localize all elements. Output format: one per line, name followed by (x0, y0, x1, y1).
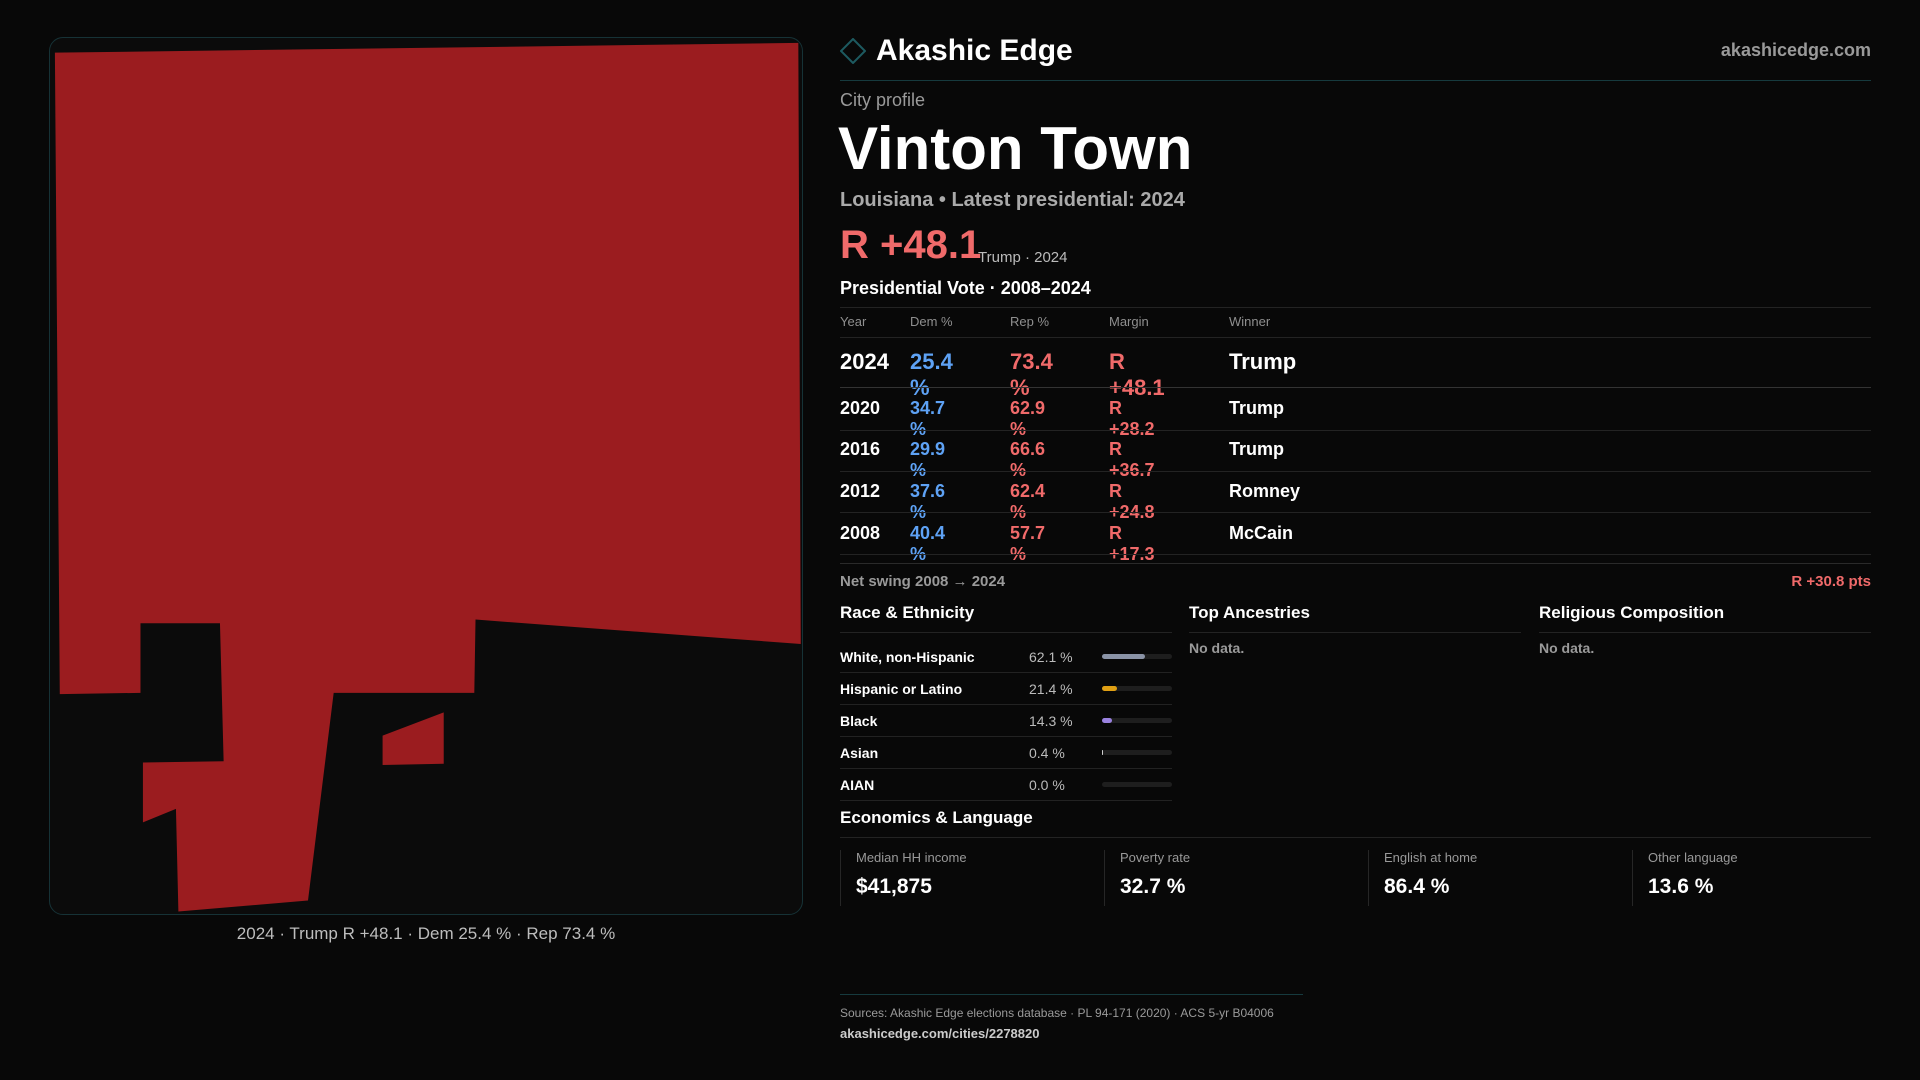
econ-title: Economics & Language (840, 808, 1033, 827)
city-boundary-map (54, 42, 801, 912)
page-title: Vinton Town (838, 115, 1193, 182)
race-row: AIAN 0.0 % (840, 769, 1172, 801)
winner: McCain (1229, 523, 1294, 543)
page-kicker: City profile (840, 90, 926, 110)
metric-poverty-rate: Poverty rate 32.7 % (1104, 850, 1190, 906)
map-caption: 2024 · Trump R +48.1 · Dem 25.4 % · Rep … (236, 924, 616, 943)
winner: Trump (1229, 398, 1285, 418)
winner: Romney (1229, 481, 1301, 501)
col-winner: Winner (1229, 314, 1271, 329)
rep-pct: 66.6 % (1010, 439, 1046, 480)
metric-english-at-home: English at home 86.4 % (1368, 850, 1477, 906)
winner: Trump (1229, 349, 1297, 374)
year: 2008 (840, 523, 881, 543)
dem-pct: 25.4 % (910, 349, 953, 400)
race-row: Black 14.3 % (840, 705, 1172, 737)
race-value: 0.4 % (1029, 745, 1065, 761)
latest-margin: R +48.1 (840, 223, 982, 267)
race-label: AIAN (840, 777, 875, 793)
margin: R +48.1 (1109, 349, 1165, 400)
ancestries-empty: No data. (1189, 640, 1245, 656)
year: 2012 (840, 481, 881, 501)
margin-note: Trump · 2024 (978, 249, 1068, 266)
net-swing-label: Net swing 2008 → 2024 (840, 573, 1006, 590)
metric-label: Other language (1648, 850, 1738, 865)
metric-label: Poverty rate (1120, 850, 1191, 865)
footer-sources: Sources: Akashic Edge elections database… (840, 1006, 1274, 1020)
net-swing-value: R +30.8 pts (1791, 573, 1871, 590)
metric-label: English at home (1384, 850, 1478, 865)
margin: R +17.3 (1109, 523, 1155, 564)
race-bar (1102, 782, 1172, 787)
rep-pct: 62.9 % (1010, 398, 1046, 439)
race-value: 0.0 % (1029, 777, 1065, 793)
race-bar-fill (1102, 686, 1117, 691)
race-label: Asian (840, 745, 879, 761)
rep-pct: 73.4 % (1010, 349, 1053, 400)
site-link[interactable]: akashicedge.com (1720, 40, 1871, 60)
brand-name: Akashic Edge (876, 34, 1073, 67)
race-label: White, non-Hispanic (840, 649, 975, 665)
race-row: Asian 0.4 % (840, 737, 1172, 769)
metric-value: 13.6 % (1648, 875, 1714, 898)
footer-url[interactable]: akashicedge.com/cities/2278820 (840, 1026, 1040, 1041)
margin: R +36.7 (1109, 439, 1155, 480)
metric-label: Median HH income (856, 850, 967, 865)
winner: Trump (1229, 439, 1285, 459)
metric-median-income: Median HH income $41,875 (840, 850, 967, 906)
race-bar-fill (1102, 718, 1112, 723)
race-value: 14.3 % (1029, 713, 1073, 729)
city-boundary-shape (54, 42, 801, 912)
col-year: Year (840, 314, 867, 329)
ancestries-title: Top Ancestries (1189, 603, 1310, 622)
margin: R +24.8 (1109, 481, 1155, 522)
city-map[interactable] (49, 37, 803, 915)
metric-value: $41,875 (856, 875, 932, 898)
vote-title: Presidential Vote · 2008–2024 (840, 278, 1091, 298)
race-bar (1102, 718, 1172, 723)
race-bar (1102, 750, 1172, 755)
col-margin: Margin (1109, 314, 1149, 329)
dem-pct: 29.9 % (910, 439, 946, 480)
diamond-icon (839, 37, 867, 65)
dem-pct: 37.6 % (910, 481, 946, 522)
race-row: White, non-Hispanic 62.1 % (840, 641, 1172, 673)
rep-pct: 57.7 % (1010, 523, 1046, 564)
city-boundary-fragment (382, 712, 444, 765)
dem-pct: 40.4 % (910, 523, 946, 564)
religion-title: Religious Composition (1539, 603, 1725, 622)
col-rep: Rep % (1010, 314, 1050, 329)
metric-value: 32.7 % (1120, 875, 1186, 898)
race-bar (1102, 686, 1172, 691)
page-subtitle: Louisiana • Latest presidential: 2024 (840, 189, 1185, 211)
metric-other-language: Other language 13.6 % (1632, 850, 1738, 906)
religion-empty: No data. (1539, 640, 1595, 656)
year: 2024 (840, 349, 889, 374)
race-title: Race & Ethnicity (840, 603, 975, 622)
col-dem: Dem % (910, 314, 953, 329)
rep-pct: 62.4 % (1010, 481, 1046, 522)
race-label: Hispanic or Latino (840, 681, 963, 697)
race-row: Hispanic or Latino 21.4 % (840, 673, 1172, 705)
dem-pct: 34.7 % (910, 398, 946, 439)
year: 2020 (840, 398, 881, 418)
year: 2016 (840, 439, 881, 459)
race-value: 21.4 % (1029, 681, 1073, 697)
race-bar (1102, 654, 1172, 659)
race-value: 62.1 % (1029, 649, 1073, 665)
race-bar-fill (1102, 654, 1146, 659)
margin: R +28.2 (1109, 398, 1155, 439)
race-label: Black (840, 713, 878, 729)
race-bar-fill (1102, 750, 1104, 755)
metric-value: 86.4 % (1384, 875, 1450, 898)
